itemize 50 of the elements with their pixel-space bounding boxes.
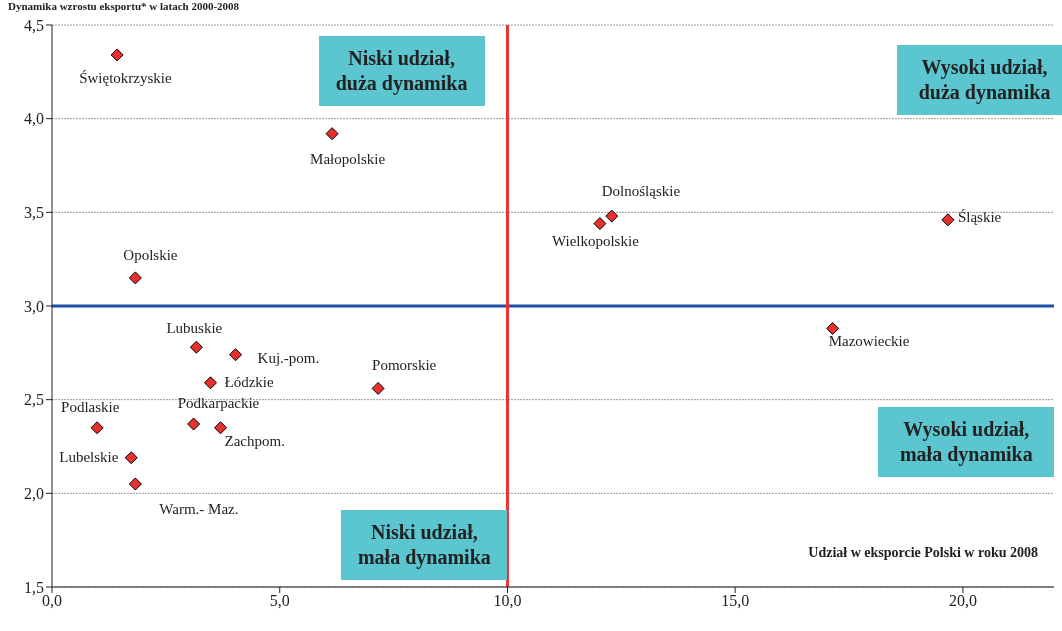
point xyxy=(90,421,104,435)
y-tick-label: 4,5 xyxy=(24,16,44,34)
point xyxy=(229,348,243,362)
series-label: Świętokrzyskie xyxy=(79,69,172,86)
series-label: Małopolskie xyxy=(310,150,386,167)
x-tick-label: 15,0 xyxy=(721,592,750,610)
point xyxy=(128,477,142,491)
series-label: Podlaskie xyxy=(61,398,120,415)
x-tick-label: 20,0 xyxy=(948,592,977,610)
y-tick-label: 3,5 xyxy=(24,204,44,222)
point xyxy=(941,213,955,227)
point xyxy=(189,340,203,354)
annotation: Niski udział, mała dynamika xyxy=(341,509,508,580)
series-label: Pomorskie xyxy=(372,357,437,374)
series-label: Podkarpackie xyxy=(177,395,260,412)
series-label: Warm.- Maz. xyxy=(159,500,239,517)
point xyxy=(110,48,124,62)
point xyxy=(593,217,607,231)
series-label: Łódzkie xyxy=(224,373,274,390)
point xyxy=(214,421,228,435)
series-label: Kuj.-pom. xyxy=(257,349,320,366)
x-tick-label: 5,0 xyxy=(269,592,290,610)
series-label: Wielkopolskie xyxy=(551,232,640,249)
point xyxy=(826,321,840,335)
series-label: Zachpom. xyxy=(224,432,285,449)
x-axis-title: Udział w eksporcie Polski w roku 2008 xyxy=(808,545,1038,561)
y-tick-label: 4,0 xyxy=(24,110,44,128)
series-label: Lubelskie xyxy=(59,448,119,465)
point xyxy=(204,376,217,390)
series-label: Lubuskie xyxy=(166,320,223,337)
annotation: Wysoki udział, mała dynamika xyxy=(878,406,1055,477)
series-label: Śląskie xyxy=(957,208,1002,225)
point xyxy=(187,417,201,431)
point xyxy=(325,127,339,141)
point xyxy=(371,381,385,395)
point xyxy=(124,451,138,465)
x-tick-label: 0,0 xyxy=(42,592,62,610)
series-label: Dolnośląskie xyxy=(601,183,681,200)
y-tick-label: 1,5 xyxy=(24,578,44,596)
annotation: Niski udział, duża dynamika xyxy=(318,35,485,106)
chart-title: Dynamika wzrostu eksportu* w latach 2000-2008 xyxy=(8,0,240,12)
series-label: Opolskie xyxy=(123,246,178,263)
point xyxy=(128,271,142,285)
point xyxy=(605,209,619,223)
series-label: Mazowieckie xyxy=(828,333,910,350)
y-tick-label: 2,5 xyxy=(24,391,44,409)
y-tick-label: 3,0 xyxy=(24,297,44,315)
annotation: Wysoki udział, duża dynamika xyxy=(896,45,1062,116)
x-tick-label: 10,0 xyxy=(493,592,522,610)
y-tick-label: 2,0 xyxy=(24,485,44,503)
